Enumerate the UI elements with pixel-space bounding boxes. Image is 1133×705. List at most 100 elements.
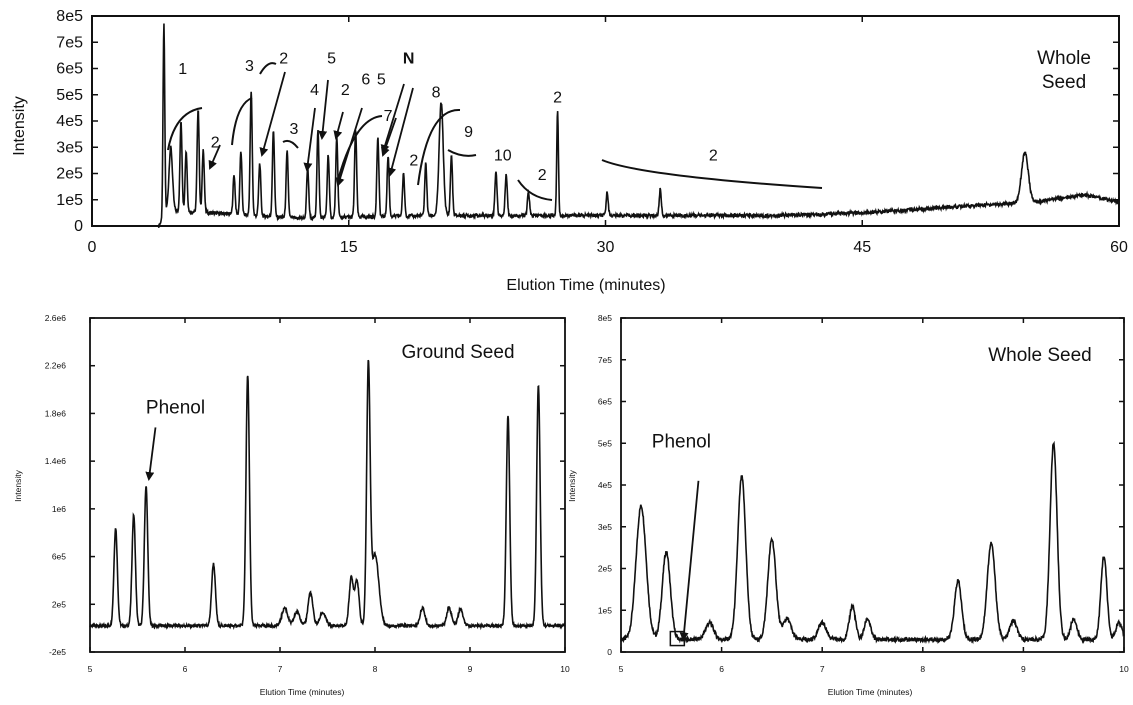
y-tick-label: 1.8e6: [45, 408, 67, 418]
phenol-label: Phenol: [146, 397, 205, 418]
bottom-left-y-axis-label: Intensity: [13, 469, 23, 501]
bottom-right-phenol-annotation: Phenol: [652, 431, 711, 647]
peak-group-label: 7: [384, 108, 393, 125]
y-tick-label: 0: [74, 218, 83, 235]
top-y-axis-label: Intensity: [11, 96, 28, 156]
bracket-2b: [517, 179, 553, 201]
peak-group-label: 5: [327, 50, 336, 67]
phenol-arrow: [679, 480, 700, 642]
peak-group-label: 3: [290, 121, 299, 138]
peak-group-label: 9: [464, 124, 473, 141]
top-plot-frame: [91, 15, 1120, 227]
y-tick-label: 1e5: [598, 605, 612, 615]
phenol-label: Phenol: [652, 431, 711, 452]
y-tick-label: 3e5: [56, 139, 83, 156]
peak-group-label: 1: [178, 61, 187, 78]
top-panel-label-line1: Whole: [1037, 48, 1091, 69]
x-tick-label: 10: [1119, 664, 1129, 674]
y-tick-label: -2e5: [49, 647, 66, 657]
arrow-2c: [333, 111, 344, 140]
y-tick-label: 1.4e6: [45, 456, 67, 466]
bracket-2a: [259, 62, 277, 75]
bottom-right-x-ticks: 5 6 7 8 9 10: [619, 318, 1129, 674]
top-annotation-brackets: [167, 62, 823, 201]
bracket-8: [417, 108, 461, 186]
x-tick-label: 9: [1021, 664, 1026, 674]
bottom-right-x-axis-label: Elution Time (minutes): [828, 687, 913, 697]
arrow-5b: [380, 83, 405, 154]
bottom-right-plot-frame: [620, 317, 1125, 653]
peak-group-label: 3: [245, 58, 254, 75]
y-tick-label: 7e5: [598, 355, 612, 365]
y-tick-label: 2e5: [56, 166, 83, 183]
y-tick-label: 7e5: [56, 34, 83, 51]
arrow-2b: [259, 71, 286, 157]
x-tick-label: 5: [88, 664, 93, 674]
x-tick-label: 5: [619, 664, 624, 674]
bottom-right-chromatogram-trace: [620, 440, 1125, 645]
peak-group-label: 2: [409, 153, 418, 170]
top-panel-label-line2: Seed: [1042, 72, 1086, 93]
arrow-4: [303, 107, 316, 172]
bracket-2c: [601, 159, 823, 189]
y-tick-label: 4e5: [56, 113, 83, 130]
x-tick-label: 30: [597, 239, 615, 256]
x-tick-label: 7: [278, 664, 283, 674]
arrow-5a: [318, 79, 329, 140]
x-tick-label: 60: [1110, 239, 1128, 256]
phenol-arrow: [145, 427, 157, 482]
peak-group-label: 2: [538, 167, 547, 184]
x-tick-label: 8: [373, 664, 378, 674]
arrow-2a: [208, 144, 221, 170]
bracket-9: [447, 149, 477, 157]
y-tick-label: 2e5: [598, 564, 612, 574]
y-tick-label: 1e5: [56, 192, 83, 209]
y-tick-label: 2e5: [52, 599, 66, 609]
bracket-6: [337, 115, 383, 181]
peak-group-label: 2: [553, 90, 562, 107]
top-x-axis-label: Elution Time (minutes): [506, 277, 665, 294]
x-tick-label: 7: [820, 664, 825, 674]
y-tick-label: 5e5: [598, 438, 612, 448]
peak-group-label: 2: [341, 82, 350, 99]
x-tick-label: 45: [853, 239, 871, 256]
bottom-left-phenol-annotation: Phenol: [145, 397, 205, 482]
y-tick-label: 8e5: [56, 8, 83, 25]
bottom-right-panel-label: Whole Seed: [988, 345, 1092, 366]
phenol-marker-box: [669, 630, 686, 647]
x-tick-label: 6: [719, 664, 724, 674]
bracket-3b: [282, 139, 299, 149]
peak-group-label: 8: [432, 84, 441, 101]
x-tick-label: 6: [183, 664, 188, 674]
peak-group-label: 2: [211, 134, 220, 151]
y-tick-label: 6e5: [598, 397, 612, 407]
peak-group-label: 10: [494, 147, 512, 164]
top-chromatogram-trace: [157, 23, 1120, 228]
top-annotation-arrows: [208, 71, 414, 187]
bottom-right-chart-panel: 0 1e5 2e5 3e5 4e5 5e5 6e5 7e5 8e5 5 6 7 8 9 10 Phenol…: [567, 313, 1129, 697]
bottom-left-chromatogram-trace: [89, 359, 566, 631]
bottom-left-plot-frame: [89, 317, 566, 653]
x-tick-label: 10: [560, 664, 570, 674]
x-tick-label: 15: [340, 239, 358, 256]
y-tick-label: 2.2e6: [45, 361, 67, 371]
bottom-right-y-ticks: 0 1e5 2e5 3e5 4e5 5e5 6e5 7e5 8e5: [598, 313, 1124, 657]
x-tick-label: 8: [920, 664, 925, 674]
peak-group-label: 2: [709, 147, 718, 164]
arrow-N: [387, 87, 414, 177]
bracket-3a: [231, 97, 253, 146]
arrow-7: [381, 117, 397, 157]
y-tick-label: 1e6: [52, 504, 66, 514]
bracket-1: [167, 107, 203, 151]
y-tick-label: 3e5: [598, 522, 612, 532]
y-tick-label: 6e5: [52, 552, 66, 562]
y-tick-label: 8e5: [598, 313, 612, 323]
peak-group-label: 2: [279, 50, 288, 67]
y-tick-label: 5e5: [56, 87, 83, 104]
y-tick-label: 4e5: [598, 480, 612, 490]
bottom-right-y-axis-label: Intensity: [567, 469, 577, 501]
